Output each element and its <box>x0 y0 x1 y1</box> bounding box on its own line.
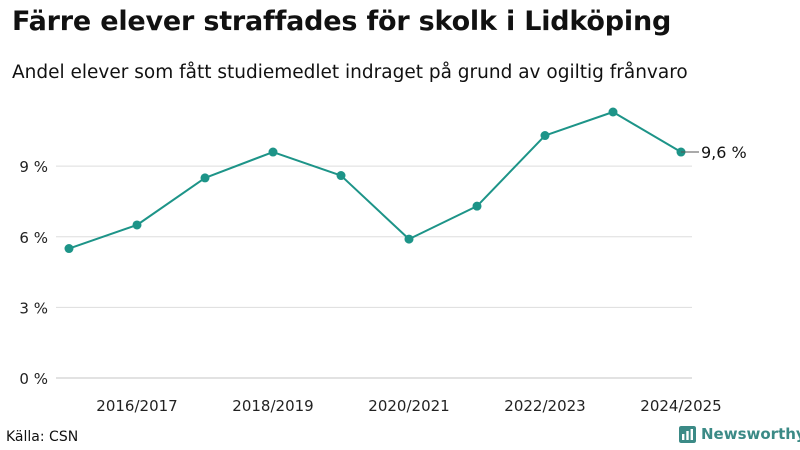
y-tick-label: 3 % <box>19 299 48 317</box>
gridlines <box>56 165 692 379</box>
data-point <box>64 244 74 254</box>
y-tick-label: 9 % <box>19 158 48 176</box>
chart-subtitle: Andel elever som fått studiemedlet indra… <box>12 62 688 83</box>
end-value-label: 9,6 % <box>701 143 747 162</box>
x-tick-label: 2022/2023 <box>504 397 585 415</box>
data-point <box>540 131 550 141</box>
x-tick-label: 2018/2019 <box>232 397 313 415</box>
y-axis-labels: 0 % 3 % 6 % 9 % <box>19 158 48 388</box>
brand-name: Newsworthy <box>701 425 800 443</box>
series-line <box>68 111 682 250</box>
x-axis-labels: 2016/2017 2018/2019 2020/2021 2022/2023 2024… <box>96 397 721 415</box>
data-point <box>608 107 618 117</box>
data-point <box>472 201 482 211</box>
data-point <box>336 171 346 181</box>
data-point <box>268 147 278 157</box>
y-tick-label: 0 % <box>19 370 48 388</box>
data-point <box>132 220 142 230</box>
series: 9,6 % <box>64 107 747 254</box>
chart-title: Färre elever straffades för skolk i Lidk… <box>12 6 672 37</box>
x-tick-label: 2024/2025 <box>640 397 721 415</box>
y-tick-label: 6 % <box>19 229 48 247</box>
x-tick-label: 2020/2021 <box>368 397 449 415</box>
x-tick-label: 2016/2017 <box>96 397 177 415</box>
source-note: Källa: CSN <box>6 429 79 445</box>
data-point <box>404 234 414 244</box>
brand-logo: Newsworthy <box>679 425 800 443</box>
data-point <box>200 173 210 183</box>
bar-chart-icon <box>679 425 696 443</box>
